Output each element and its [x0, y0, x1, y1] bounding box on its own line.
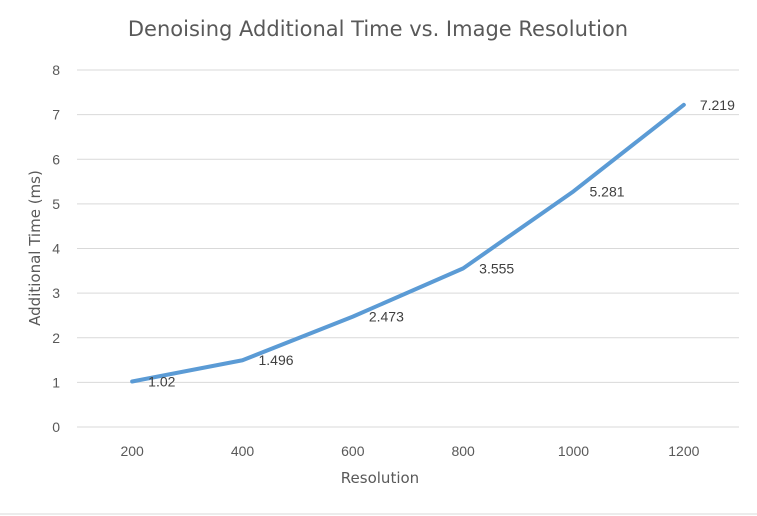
y-tick-label: 8 [52, 62, 60, 78]
data-label: 2.473 [369, 309, 404, 325]
data-point [573, 190, 574, 192]
series-layer [130, 102, 686, 384]
data-label: 5.281 [590, 183, 625, 199]
y-tick-label: 2 [52, 330, 60, 346]
y-tick-label: 6 [52, 151, 60, 167]
series-line [130, 102, 686, 384]
y-axis-title: Additional Time (ms) [26, 170, 44, 326]
data-point [683, 104, 685, 106]
data-label: 1.496 [259, 352, 294, 368]
y-tick-label: 7 [52, 107, 60, 123]
x-axis-title: Resolution [341, 469, 419, 487]
y-tick-label: 4 [52, 241, 60, 257]
data-label: 3.555 [479, 260, 514, 276]
x-tick-label: 800 [451, 443, 475, 459]
data-point [462, 267, 464, 269]
x-tick-label: 200 [120, 443, 144, 459]
data-label: 7.219 [700, 97, 735, 113]
y-axis-ticks: 0 1 2 3 4 5 6 7 8 [52, 62, 60, 435]
gridlines [77, 69, 739, 428]
y-tick-label: 1 [52, 374, 60, 390]
x-tick-label: 1000 [558, 443, 589, 459]
y-tick-label: 3 [52, 285, 60, 301]
data-point [352, 316, 354, 318]
data-label: 1.02 [148, 373, 175, 389]
x-axis-ticks: 200 400 600 800 1000 1200 [120, 443, 699, 459]
y-tick-label: 5 [52, 196, 60, 212]
data-labels: 1.02 1.496 2.473 3.555 5.281 7.219 [148, 97, 735, 390]
y-tick-label: 0 [52, 419, 60, 435]
chart-title: Denoising Additional Time vs. Image Reso… [128, 17, 628, 41]
data-point [242, 359, 243, 361]
data-point [131, 380, 133, 382]
x-tick-label: 400 [231, 443, 255, 459]
x-tick-label: 1200 [668, 443, 699, 459]
x-tick-label: 600 [341, 443, 365, 459]
